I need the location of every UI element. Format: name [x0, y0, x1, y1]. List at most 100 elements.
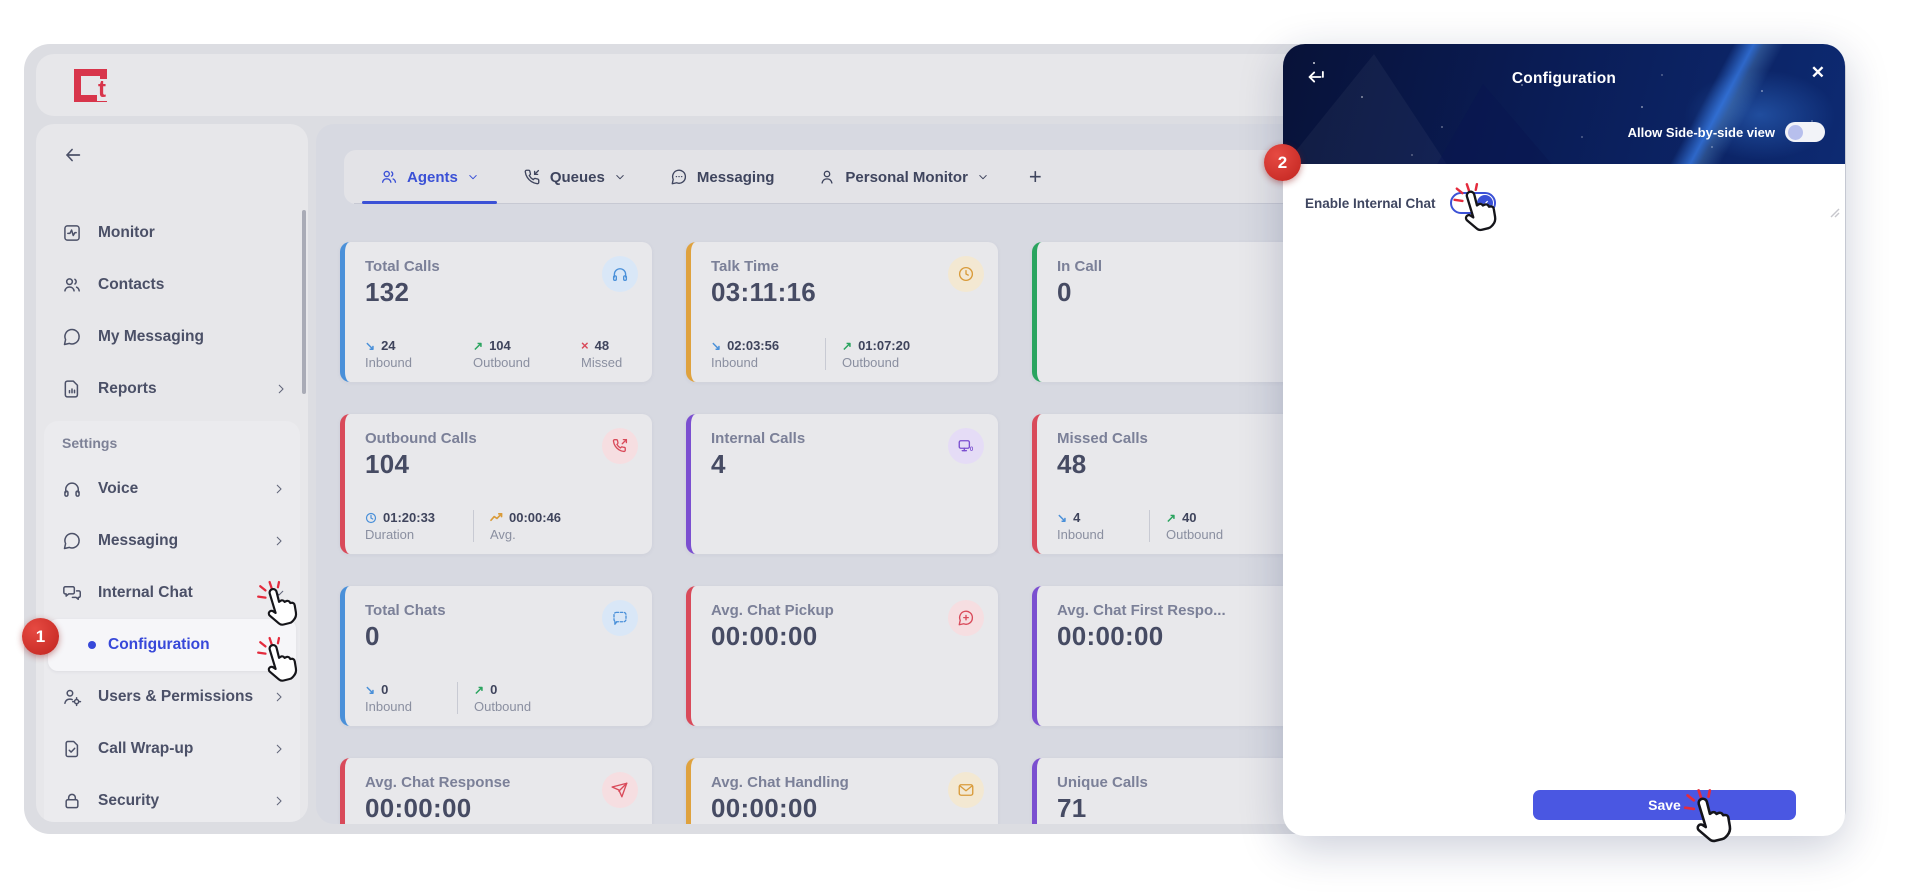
stat-value: 0: [381, 682, 389, 697]
stat-label: Outbound: [1166, 527, 1224, 542]
card-title: Total Chats: [365, 602, 446, 619]
stat-value: 01:07:20: [858, 338, 911, 353]
enable-internal-chat-toggle[interactable]: [1449, 192, 1496, 214]
sidebar-item-configuration[interactable]: Configuration: [48, 619, 296, 671]
sidebar-item-label: Messaging: [98, 532, 179, 549]
dual-chat-icon: [63, 586, 81, 600]
stat-label: Duration: [365, 527, 415, 542]
stat-label: Avg.: [490, 527, 516, 542]
stat-value: 24: [381, 338, 396, 353]
add-tab-button[interactable]: +: [1028, 164, 1042, 189]
tab-label: Queues: [549, 168, 605, 186]
tab-label: Agents: [407, 168, 458, 186]
screen-share-icon: 0: [948, 428, 984, 464]
note-check-icon: [65, 740, 79, 758]
tab-messaging[interactable]: Messaging: [648, 150, 797, 204]
sidebar-item-voice[interactable]: Voice: [44, 463, 300, 515]
report-file-icon: [64, 380, 79, 398]
collapse-sidebar-button[interactable]: [62, 144, 84, 166]
tab-agents[interactable]: Agents: [358, 150, 501, 204]
card-title: Avg. Chat Pickup: [711, 602, 834, 619]
collapse-panel-button[interactable]: [1305, 66, 1327, 88]
side-by-side-label: Allow Side-by-side view: [1627, 124, 1775, 140]
clock-icon: [948, 256, 984, 292]
sidebar-item-internal-chat[interactable]: Internal Chat: [44, 567, 300, 619]
agents-people-icon: [381, 170, 397, 183]
resize-handle-icon[interactable]: [1830, 208, 1840, 218]
sidebar-item-label: Users & Permissions: [98, 688, 254, 705]
sidebar-item-contacts[interactable]: Contacts: [36, 259, 308, 311]
sidebar-item-monitor[interactable]: Monitor: [36, 207, 308, 259]
card-internal-calls: Internal Calls 4 0: [686, 414, 998, 554]
user-icon: [821, 170, 833, 184]
tab-personal-monitor[interactable]: Personal Monitor: [796, 150, 1011, 204]
side-by-side-toggle[interactable]: [1785, 122, 1825, 142]
chat-bubble-icon: [63, 532, 80, 550]
inbound-arrow-icon: ↘: [365, 338, 376, 353]
settings-section: Settings Voice Messaging Internal Chat: [44, 421, 300, 822]
sidebar-item-label: Call Wrap-up: [98, 740, 194, 757]
divider: [457, 682, 458, 714]
trending-icon: [490, 513, 503, 522]
card-avg-chat-response: Avg. Chat Response 00:00:00: [340, 758, 652, 824]
sidebar-item-reports[interactable]: Reports: [36, 363, 308, 415]
close-icon[interactable]: ✕: [1810, 63, 1825, 82]
chevron-down-icon: [274, 590, 284, 596]
sidebar-item-call-wrap-up[interactable]: Call Wrap-up: [44, 723, 300, 775]
decor-stars: [1313, 62, 1315, 64]
paper-plane-icon: [602, 772, 638, 808]
contacts-icon: [64, 278, 80, 292]
sidebar-item-label: Voice: [98, 480, 139, 497]
sidebar-item-my-messaging[interactable]: My Messaging: [36, 311, 308, 363]
card-title: Avg. Chat Handling: [711, 774, 849, 791]
save-button[interactable]: Save: [1533, 790, 1796, 820]
sidebar-item-messaging[interactable]: Messaging: [44, 515, 300, 567]
card-value: 00:00:00: [365, 793, 472, 823]
phone-incoming-icon: [524, 169, 540, 185]
card-title: Missed Calls: [1057, 430, 1148, 447]
card-title: In Call: [1057, 258, 1103, 275]
sidebar-item-security[interactable]: Security: [44, 775, 300, 822]
headset-icon: [602, 256, 638, 292]
card-value: 03:11:16: [711, 277, 817, 307]
chevron-right-icon: [276, 796, 282, 806]
sidebar-scrollbar[interactable]: [302, 210, 306, 394]
stat-label: Outbound: [842, 355, 900, 370]
divider: [473, 510, 474, 542]
card-value: 104: [365, 449, 410, 479]
stat-value: 0: [490, 682, 498, 697]
card-value: 00:00:00: [711, 793, 818, 823]
inbound-arrow-icon: ↘: [1057, 510, 1068, 525]
back-to-bar-icon: [1308, 71, 1324, 83]
inbound-arrow-icon: ↘: [711, 338, 722, 353]
card-value: 48: [1057, 449, 1087, 479]
back-arrow-icon: [66, 148, 81, 162]
check-icon: [1481, 200, 1488, 206]
stat-value: 104: [489, 338, 511, 353]
card-title: Internal Calls: [711, 430, 806, 447]
card-value: 4: [711, 449, 726, 479]
chat-bubble-icon: [671, 169, 686, 185]
card-title: Unique Calls: [1057, 774, 1148, 791]
sidebar-item-label: Reports: [98, 380, 157, 397]
chevron-down-icon: [469, 175, 477, 180]
toggle-knob: [1788, 124, 1803, 140]
chevron-down-icon: [616, 175, 624, 180]
card-talk-time: Talk Time 03:11:16 ↘ 02:03:56 Inbound ↗ 01:…: [686, 242, 998, 382]
chat-dashed-icon: [602, 600, 638, 636]
stat-label: Inbound: [365, 355, 412, 370]
card-avg-chat-handling: Avg. Chat Handling 00:00:00: [686, 758, 998, 824]
chevron-right-icon: [278, 384, 284, 394]
lock-icon: [65, 793, 79, 809]
card-title: Outbound Calls: [365, 430, 477, 447]
tab-queues[interactable]: Queues: [501, 150, 648, 204]
sidebar-item-users-permissions[interactable]: Users & Permissions: [44, 671, 300, 723]
chevron-right-icon: [276, 744, 282, 754]
stat-value: 48: [594, 338, 610, 353]
sidebar-item-label: Security: [98, 792, 160, 809]
app-logo-icon: t: [74, 69, 107, 102]
chat-bubble-icon: [63, 328, 80, 346]
decor-light-beam: [1627, 44, 1817, 164]
card-title: Avg. Chat Response: [365, 774, 511, 791]
stat-value: 4: [1073, 510, 1081, 525]
